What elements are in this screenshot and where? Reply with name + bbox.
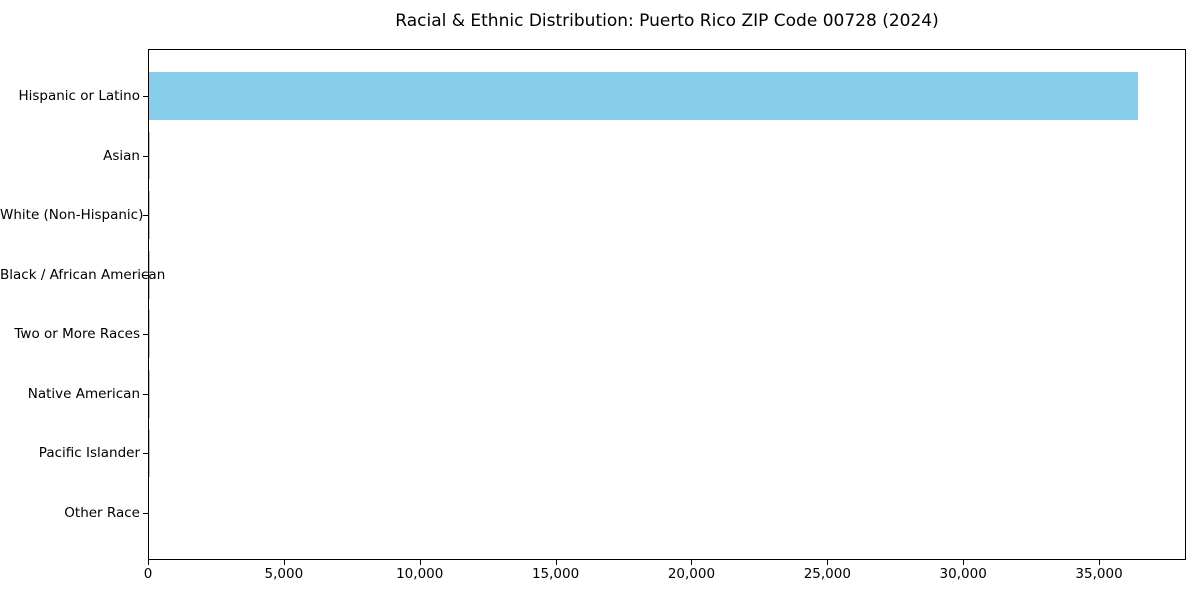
y-tick-mark: [143, 334, 148, 336]
y-tick-mark: [143, 393, 148, 395]
x-tick-label: 35,000: [1075, 566, 1123, 582]
x-tick-mark: [148, 560, 149, 565]
plot-area: [148, 49, 1186, 560]
x-tick-mark: [827, 560, 829, 565]
y-tick-mark: [143, 512, 148, 514]
x-tick-mark: [1099, 560, 1101, 565]
bar-white-non-hispanic: [149, 191, 151, 239]
x-tick-mark: [555, 560, 557, 565]
x-tick-label: 10,000: [396, 566, 444, 582]
y-tick-label: Two or More Races: [14, 326, 140, 343]
y-tick-label: Black / African American: [0, 266, 166, 283]
bar-black-african-american: [149, 250, 150, 299]
y-tick-mark: [143, 96, 148, 98]
y-tick-label: Hispanic or Latino: [18, 88, 140, 105]
y-tick-label: Other Race: [64, 504, 140, 521]
y-tick-mark: [143, 155, 148, 157]
x-tick-label: 0: [143, 566, 153, 582]
x-tick-mark: [963, 560, 965, 565]
bar-asian: [149, 131, 151, 180]
y-tick-label: Native American: [27, 385, 140, 402]
x-tick-label: 5,000: [264, 566, 304, 582]
y-tick-label: Asian: [103, 147, 140, 164]
y-tick-mark: [143, 453, 148, 455]
y-tick-label: Pacific Islander: [38, 445, 140, 462]
x-tick-label: 20,000: [667, 566, 716, 582]
y-tick-mark: [143, 215, 148, 217]
x-tick-mark: [283, 560, 285, 565]
x-tick-label: 25,000: [803, 566, 851, 582]
y-tick-label: White (Non-Hispanic): [0, 207, 144, 224]
x-tick-mark: [419, 560, 421, 565]
chart-title: Racial & Ethnic Distribution: Puerto Ric…: [395, 11, 939, 31]
x-tick-label: 30,000: [939, 566, 987, 582]
x-tick-label: 15,000: [531, 566, 580, 582]
x-tick-mark: [691, 560, 693, 565]
bar-hispanic-or-latino: [149, 72, 1138, 120]
y-tick-mark: [143, 274, 148, 276]
